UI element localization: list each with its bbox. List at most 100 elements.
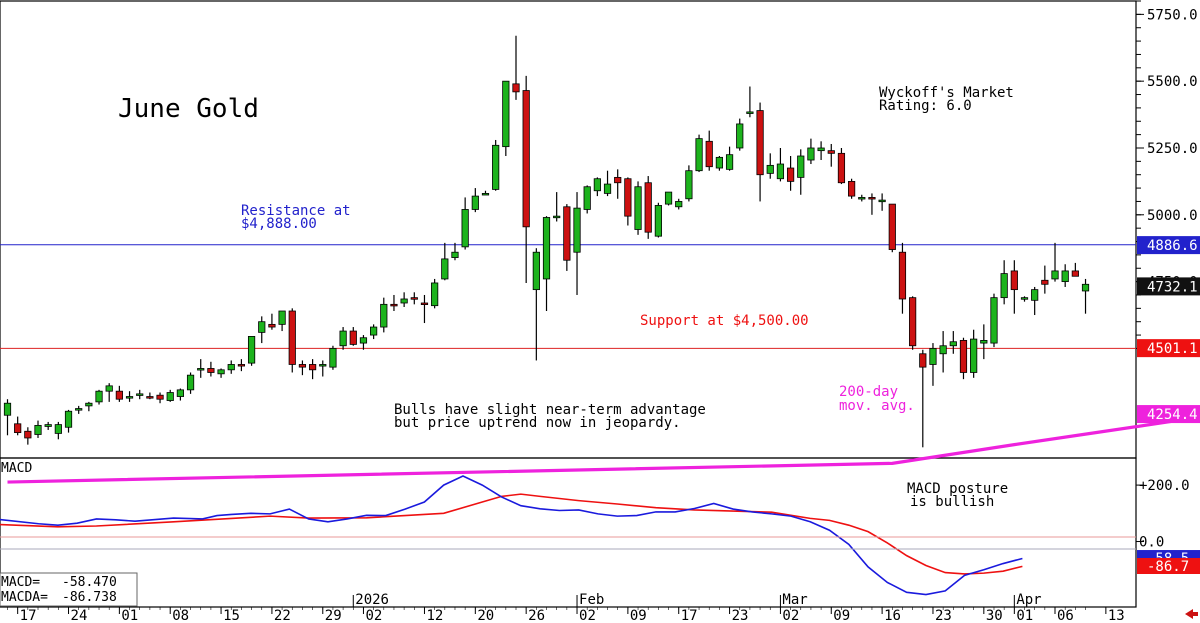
- candle: [85, 401, 93, 412]
- price-marker: 4886.6: [1137, 236, 1200, 255]
- macd-line: [0, 475, 1023, 596]
- candle: [786, 156, 795, 191]
- x-day-label: 12: [426, 608, 443, 623]
- x-month-label: Mar: [782, 592, 807, 608]
- candle-body: [380, 303, 388, 328]
- candle-body: [370, 326, 378, 336]
- macd-note-line1: MACD posture: [907, 481, 1008, 497]
- candle-body: [197, 368, 205, 371]
- candle-body: [298, 364, 307, 368]
- candle: [1061, 264, 1069, 287]
- candle-body: [268, 323, 276, 328]
- candle: [492, 139, 500, 191]
- candle: [705, 130, 713, 171]
- macda-readout-value: -86.738: [62, 590, 117, 605]
- candle-body: [980, 340, 988, 344]
- candle-body: [522, 90, 530, 228]
- candle-body: [24, 430, 32, 439]
- candle-body: [1051, 270, 1059, 280]
- price-marker-label: 4254.4: [1147, 407, 1198, 423]
- candle: [390, 294, 398, 312]
- candle-body: [553, 215, 561, 219]
- price-marker-label: 4501.1: [1147, 341, 1198, 357]
- price-tick-label: 5500.0: [1147, 74, 1198, 90]
- candle: [736, 118, 744, 151]
- candle-body: [827, 150, 835, 154]
- candle: [1020, 296, 1029, 302]
- macd-marker-label: -86.7: [1147, 559, 1189, 575]
- candle: [420, 294, 429, 324]
- x-day-label: 29: [325, 608, 342, 623]
- candle: [1000, 260, 1008, 305]
- candle-body: [858, 197, 866, 200]
- x-day-label: 06: [1057, 608, 1074, 623]
- candle: [1041, 265, 1049, 294]
- candle-body: [125, 396, 134, 399]
- candle-body: [624, 178, 632, 217]
- candle: [512, 35, 520, 100]
- candle-body: [786, 167, 795, 182]
- candle: [624, 177, 632, 226]
- x-day-label: 01: [1016, 608, 1033, 623]
- candle: [197, 359, 205, 378]
- candle: [1071, 262, 1079, 277]
- candle-body: [237, 364, 246, 367]
- x-day-label: 09: [630, 608, 647, 623]
- candle: [146, 392, 154, 400]
- candle-body: [949, 341, 957, 347]
- x-day-label: 24: [71, 608, 88, 623]
- candle: [237, 359, 246, 372]
- candle-body: [85, 402, 93, 407]
- price-marker-label: 4886.6: [1147, 238, 1198, 254]
- candle: [1051, 242, 1059, 282]
- candle-body: [736, 123, 744, 149]
- candle: [929, 343, 937, 386]
- candle-body: [776, 163, 785, 180]
- macd-tick-label: 0.0: [1139, 535, 1164, 551]
- price-marker: 4501.1: [1137, 339, 1200, 358]
- candle: [797, 149, 805, 195]
- candle: [400, 292, 408, 308]
- candle: [939, 331, 947, 373]
- x-day-label: 23: [935, 608, 952, 623]
- scroll-left-arrow-icon[interactable]: [1185, 609, 1198, 619]
- candles-layer: [3, 35, 1090, 448]
- candle: [634, 181, 642, 235]
- candle-body: [3, 402, 12, 416]
- candle: [685, 165, 693, 202]
- x-day-label: 22: [274, 608, 291, 623]
- candle: [990, 293, 998, 348]
- candle-body: [492, 144, 500, 190]
- candle-body: [888, 203, 896, 250]
- support-label: Support at $4,500.00: [640, 313, 809, 329]
- candle: [115, 385, 123, 402]
- candle: [522, 75, 530, 283]
- x-day-label: 30: [986, 608, 1003, 623]
- candle: [583, 185, 591, 214]
- candle: [247, 336, 256, 366]
- candle-body: [308, 364, 317, 371]
- x-day-label: 02: [365, 608, 382, 623]
- macd-marker: -86.7: [1137, 557, 1200, 575]
- candle-body: [797, 155, 805, 178]
- macd-readout-value: -58.470: [62, 575, 117, 590]
- candle: [563, 204, 571, 271]
- candle: [817, 141, 825, 161]
- candle-body: [1020, 297, 1029, 300]
- candle-body: [970, 338, 978, 373]
- x-month-label: Apr: [1016, 592, 1041, 608]
- candle: [359, 335, 368, 350]
- candle: [909, 296, 917, 350]
- candle-body: [481, 193, 490, 196]
- candle-body: [1000, 273, 1008, 299]
- candle: [54, 421, 62, 440]
- candle: [1010, 260, 1018, 314]
- candle: [725, 146, 734, 171]
- candle: [603, 170, 612, 197]
- candle: [339, 327, 347, 350]
- candle-body: [807, 147, 815, 161]
- candle-body: [725, 154, 734, 170]
- candle-body: [909, 297, 917, 347]
- candle-body: [848, 180, 856, 197]
